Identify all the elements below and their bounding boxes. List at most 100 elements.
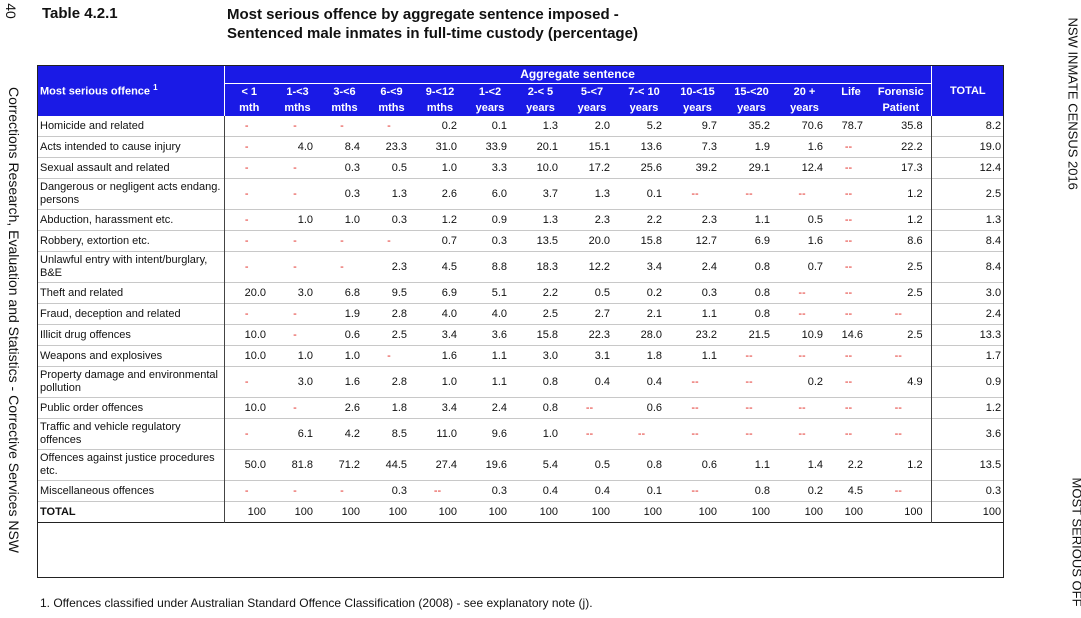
table-cell: -- (725, 419, 778, 450)
column-header-range: 6-<9 (368, 84, 415, 101)
offence-label: Theft and related (37, 283, 224, 304)
table-cell: 100 (725, 502, 778, 523)
table-cell: 0.4 (515, 481, 566, 502)
column-header-range: 5-<7 (566, 84, 618, 101)
table-cell: 0.2 (778, 367, 831, 398)
table-cell: 0.2 (618, 283, 670, 304)
table-cell: 81.8 (274, 450, 321, 481)
table-cell: 100 (274, 502, 321, 523)
table-cell: 1.0 (274, 346, 321, 367)
table-cell: -- (831, 367, 871, 398)
table-cell: 3.1 (566, 346, 618, 367)
table-row: Unlawful entry with intent/burglary, B&E… (37, 252, 1004, 283)
table-cell: 1.6 (321, 367, 368, 398)
table-cell: 2.5 (871, 283, 931, 304)
table-cell: 15.1 (566, 137, 618, 158)
offence-label: Dangerous or negligent acts endang. pers… (37, 179, 224, 210)
column-header-unit: mths (415, 100, 465, 116)
table-cell: 1.1 (465, 367, 515, 398)
table-header: Most serious offence 1 Aggregate sentenc… (37, 65, 1004, 116)
table-cell: -- (670, 398, 725, 419)
table-cell: 44.5 (368, 450, 415, 481)
table-cell: -- (670, 367, 725, 398)
table-label: Table 4.2.1 (42, 5, 118, 22)
table-cell: -- (831, 346, 871, 367)
table-cell: 0.8 (618, 450, 670, 481)
table-cell: 1.6 (778, 231, 831, 252)
column-header-unit: years (515, 100, 566, 116)
table-cell: 2.2 (831, 450, 871, 481)
offence-label: Public order offences (37, 398, 224, 419)
table-cell: 0.7 (415, 231, 465, 252)
table-cell: 0.3 (465, 481, 515, 502)
table-cell: 0.9 (465, 210, 515, 231)
table-cell: 35.2 (725, 116, 778, 137)
table-cell: 0.1 (618, 481, 670, 502)
offence-label: Robbery, extortion etc. (37, 231, 224, 252)
table-cell: 1.0 (274, 210, 321, 231)
census-table: Most serious offence 1 Aggregate sentenc… (37, 65, 1004, 523)
table-cell: 1.6 (415, 346, 465, 367)
table-cell: 100 (465, 502, 515, 523)
table-cell: 2.3 (566, 210, 618, 231)
table-cell: 0.7 (778, 252, 831, 283)
table-cell: 13.6 (618, 137, 670, 158)
table-cell: 4.0 (274, 137, 321, 158)
total-column-header: TOTAL (931, 65, 1004, 116)
table-cell: 18.3 (515, 252, 566, 283)
table-row: Traffic and vehicle regulatory offences-… (37, 419, 1004, 450)
table-cell: - (274, 252, 321, 283)
table-cell: 10.0 (224, 325, 274, 346)
table-cell: 8.8 (465, 252, 515, 283)
table-cell: -- (566, 398, 618, 419)
table-cell: 3.6 (465, 325, 515, 346)
table-cell: 1.9 (725, 137, 778, 158)
table-cell: - (368, 116, 415, 137)
column-header-range: Life (831, 84, 871, 101)
right-margin-header: NSW INMATE CENSUS 2016 (1066, 18, 1081, 158)
table-cell: 0.4 (566, 481, 618, 502)
table-cell: 17.2 (566, 158, 618, 179)
table-cell: -- (831, 419, 871, 450)
table-cell: -- (831, 252, 871, 283)
table-cell: 3.7 (515, 179, 566, 210)
page-number: 40 (3, 3, 19, 19)
aggregate-sentence-header: Aggregate sentence (224, 65, 931, 84)
table-cell: -- (778, 283, 831, 304)
column-header-unit: mth (224, 100, 274, 116)
table-cell: 23.2 (670, 325, 725, 346)
row-total: 8.2 (931, 116, 1004, 137)
column-header-range: 9-<12 (415, 84, 465, 101)
table-cell: 21.5 (725, 325, 778, 346)
table-cell: 19.6 (465, 450, 515, 481)
row-total: 3.0 (931, 283, 1004, 304)
table-cell: 5.2 (618, 116, 670, 137)
table-cell: -- (725, 398, 778, 419)
row-total: 12.4 (931, 158, 1004, 179)
column-header-unit: years (618, 100, 670, 116)
table-cell: -- (831, 283, 871, 304)
table-cell: -- (725, 346, 778, 367)
column-header-range: 10-<15 (670, 84, 725, 101)
table-cell: -- (831, 137, 871, 158)
column-header-unit: years (670, 100, 725, 116)
table-cell: -- (831, 158, 871, 179)
row-total: 8.4 (931, 231, 1004, 252)
offence-label: TOTAL (37, 502, 224, 523)
table-cell: 8.6 (871, 231, 931, 252)
table-cell: 3.0 (515, 346, 566, 367)
offence-label: Illicit drug offences (37, 325, 224, 346)
table-cell: -- (831, 231, 871, 252)
table-cell: -- (778, 179, 831, 210)
table-cell: 1.3 (566, 179, 618, 210)
table-cell: 100 (871, 502, 931, 523)
table-cell: - (274, 231, 321, 252)
table-cell: 28.0 (618, 325, 670, 346)
table-cell: 0.8 (725, 252, 778, 283)
table-cell: 2.6 (415, 179, 465, 210)
